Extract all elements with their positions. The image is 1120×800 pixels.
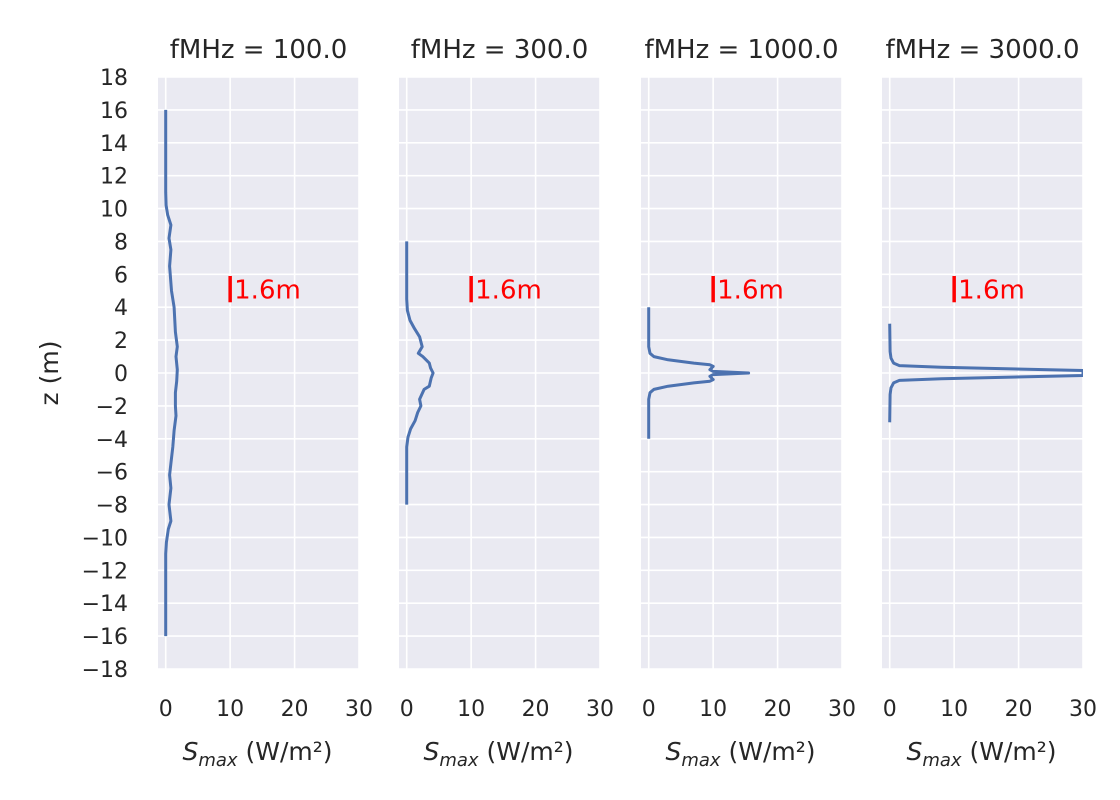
chart-panel: fMHz = 300.0 0 10 20 30 Smax (W/m²) 1.6m [399,35,614,771]
x-tick-label: 30 [828,697,856,722]
x-axis-label: Smax (W/m²) [906,737,1056,771]
y-tick-label: 6 [114,263,128,288]
y-tick-label: −8 [96,494,128,519]
chart-panel: fMHz = 1000.0 0 10 20 30 Smax (W/m²) 1.6m [641,35,856,771]
x-tick-label: 0 [159,697,173,722]
x-tick-label: 30 [1069,697,1097,722]
y-tick-label: −4 [96,428,128,453]
series-line [888,323,1083,423]
x-axis-label: Smax (W/m²) [182,737,332,771]
y-axis-label: z (m) [35,341,64,406]
height-annotation-label: 1.6m [234,275,301,305]
x-tick-label: 10 [216,697,244,722]
x-axis-label: Smax (W/m²) [665,737,815,771]
y-tick-label: 0 [114,362,128,387]
x-tick-label: 10 [940,697,968,722]
chart-panel: fMHz = 3000.0 0 10 20 30 Smax (W/m²) 1.6m [882,35,1097,771]
y-tick-label: 2 [114,329,128,354]
height-annotation-label: 1.6m [475,275,542,305]
y-tick-label: −16 [82,625,128,650]
x-tick-label: 30 [345,697,373,722]
x-axis-label: Smax (W/m²) [423,737,573,771]
series-line [647,307,751,439]
y-tick-label: 12 [100,165,128,190]
y-tick-label: −12 [82,559,128,584]
x-tick-label: 10 [699,697,727,722]
panel-title: fMHz = 100.0 [170,35,348,65]
y-tick-label: −14 [82,592,128,617]
y-tick-label: 14 [100,132,128,157]
y-tick-label: −18 [82,658,128,683]
x-tick-label: 20 [1005,697,1033,722]
x-tick-label: 0 [883,697,897,722]
chart-panel: fMHz = 100.0 0 10 20 30 Smax (W/m²) 1.6m [158,35,373,771]
series-line [164,109,179,637]
x-tick-label: 10 [457,697,485,722]
series-line [405,241,435,505]
y-tick-label: −10 [82,526,128,551]
x-tick-label: 20 [764,697,792,722]
panel-title: fMHz = 3000.0 [885,35,1079,65]
y-tick-label: 10 [100,198,128,223]
x-tick-label: 0 [400,697,414,722]
y-tick-label: 16 [100,99,128,124]
height-annotation-label: 1.6m [958,275,1025,305]
y-tick-label: 4 [114,296,128,321]
y-tick-label: −6 [96,461,128,486]
y-axis-tick-labels: 18 16 14 12 10 8 6 4 2 0 −2 −4 −6 −8 −10 −12 −14 −16 −18 [82,66,128,683]
panel-title: fMHz = 300.0 [411,35,589,65]
y-tick-label: 18 [100,66,128,91]
x-tick-label: 30 [586,697,614,722]
x-tick-label: 20 [522,697,550,722]
x-tick-label: 0 [642,697,656,722]
y-tick-label: 8 [114,230,128,255]
panel-title: fMHz = 1000.0 [644,35,838,65]
height-annotation-label: 1.6m [717,275,784,305]
y-tick-label: −2 [96,395,128,420]
x-tick-label: 20 [281,697,309,722]
